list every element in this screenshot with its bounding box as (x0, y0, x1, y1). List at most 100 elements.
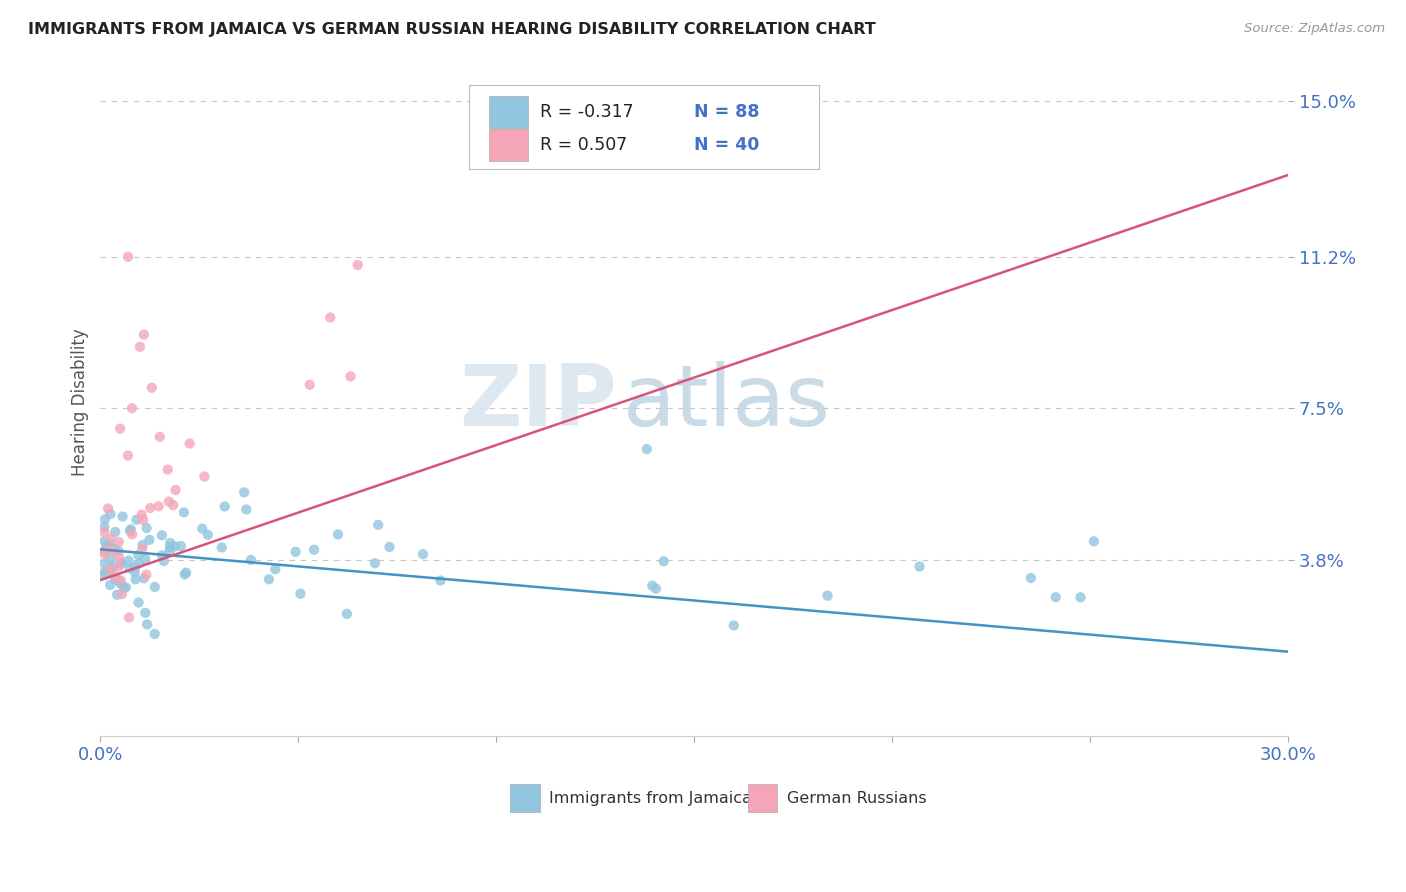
Point (124, 572, 146, 586)
Point (120, 522, 142, 536)
Point (93, 544, 115, 558)
Point (135, 567, 157, 582)
Point (125, 513, 148, 527)
Point (302, 542, 325, 557)
Point (131, 541, 153, 556)
Point (336, 607, 359, 621)
Point (723, 618, 745, 632)
Point (117, 250, 139, 264)
Point (143, 627, 166, 641)
Point (150, 528, 173, 542)
Point (641, 579, 664, 593)
Point (143, 580, 166, 594)
Point (117, 449, 139, 463)
Point (346, 258, 368, 272)
Point (111, 587, 134, 601)
Point (98, 537, 121, 551)
Point (110, 576, 132, 591)
Text: ZIP: ZIP (460, 360, 617, 443)
Point (257, 572, 280, 586)
Point (97, 564, 120, 578)
Point (124, 560, 146, 574)
Point (98, 578, 121, 592)
Point (191, 522, 214, 536)
Point (150, 549, 173, 563)
Point (652, 554, 675, 568)
Point (115, 580, 138, 594)
Point (132, 327, 155, 342)
Point (93, 568, 115, 582)
Point (98, 542, 121, 557)
Point (128, 557, 150, 571)
Text: N = 88: N = 88 (695, 103, 759, 121)
Point (211, 541, 233, 555)
Point (153, 554, 176, 568)
Point (233, 485, 256, 500)
Point (93, 520, 115, 534)
Point (105, 588, 128, 602)
Point (132, 571, 155, 585)
Point (173, 505, 195, 519)
Point (101, 560, 124, 574)
Point (148, 500, 170, 514)
Text: R = 0.507: R = 0.507 (540, 136, 627, 154)
Point (121, 527, 143, 541)
Text: Immigrants from Jamaica: Immigrants from Jamaica (550, 791, 752, 805)
Point (173, 567, 195, 582)
Bar (748, 784, 778, 813)
Point (134, 552, 156, 566)
Point (111, 509, 134, 524)
Point (96, 542, 118, 557)
Point (364, 556, 387, 570)
Text: atlas: atlas (623, 360, 831, 443)
Point (112, 581, 135, 595)
Point (141, 381, 163, 395)
Point (139, 501, 162, 516)
Point (162, 498, 184, 512)
Point (118, 610, 141, 624)
Point (378, 540, 401, 554)
Text: Source: ZipAtlas.com: Source: ZipAtlas.com (1244, 22, 1385, 36)
Text: German Russians: German Russians (787, 791, 927, 805)
Point (118, 561, 141, 575)
Point (93, 524, 115, 539)
Bar (489, 95, 529, 128)
Point (197, 528, 219, 542)
Point (129, 340, 152, 354)
Point (131, 508, 153, 522)
Point (339, 369, 361, 384)
Point (103, 544, 125, 558)
Point (412, 547, 434, 561)
Point (136, 617, 159, 632)
Point (93, 534, 115, 549)
Point (100, 507, 122, 521)
Point (127, 548, 149, 562)
Point (149, 430, 172, 444)
Point (170, 539, 193, 553)
Point (193, 469, 215, 483)
Y-axis label: Hearing Disability: Hearing Disability (72, 328, 89, 476)
Point (298, 377, 321, 392)
Point (157, 494, 180, 508)
Point (159, 543, 181, 558)
Point (121, 401, 143, 416)
Point (264, 562, 287, 576)
Point (1069, 591, 1091, 605)
Point (138, 533, 160, 547)
Point (636, 442, 658, 456)
Point (290, 587, 312, 601)
Point (104, 524, 127, 539)
Point (107, 573, 129, 587)
Point (93, 557, 115, 571)
Point (817, 589, 839, 603)
Point (1045, 590, 1067, 604)
Text: R = -0.317: R = -0.317 (540, 103, 634, 121)
Point (429, 574, 451, 588)
Point (100, 551, 122, 566)
Point (908, 559, 931, 574)
Point (110, 557, 132, 571)
Point (132, 513, 155, 527)
Point (97, 501, 120, 516)
Point (118, 524, 141, 538)
Point (326, 527, 349, 541)
